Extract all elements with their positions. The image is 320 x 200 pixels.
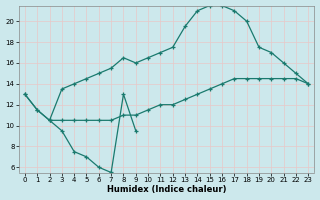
X-axis label: Humidex (Indice chaleur): Humidex (Indice chaleur) <box>107 185 226 194</box>
